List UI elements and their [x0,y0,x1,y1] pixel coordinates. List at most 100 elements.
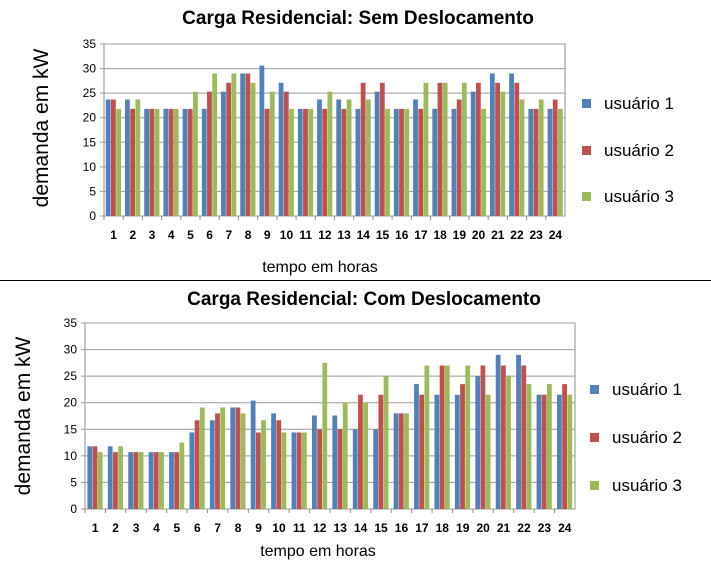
chart2-x-tick-label: 7 [214,521,221,535]
chart2-x-tick-label: 18 [436,521,450,535]
chart1-bar [552,99,558,216]
chart1-bar [533,108,539,216]
chart2-bar [460,384,465,509]
chart2-y-tick-label: 5 [70,475,77,489]
chart2-x-tick-label: 12 [313,521,327,535]
chart2-legend-swatch [590,385,599,394]
chart2-bar [322,362,328,509]
chart1-bar [379,82,385,216]
chart2-x-tick-label: 8 [235,521,242,535]
chart1-x-tick-label: 12 [318,228,332,242]
chart1-bar [212,73,218,216]
chart1-legend-swatch [582,192,591,201]
chart2-bar [567,394,573,509]
chart2-y-tick-label: 25 [64,369,78,383]
chart1-bar [135,99,141,216]
chart-sem-deslocamento: Carga Residencial: Sem Deslocamento 0 5 10 1… [30,8,674,276]
chart1-bar [355,108,361,216]
chart2-bar [342,402,348,509]
chart1-x-tick-label: 18 [433,228,447,242]
chart2-bar [113,452,118,509]
chart2-x-tick-label: 11 [293,521,306,535]
chart1-bar [168,108,174,216]
chart1-x-tick-label: 9 [264,228,271,242]
chart2-bar [148,452,154,509]
chart2-bar [373,429,379,509]
chart2-bar [118,446,124,509]
chart2-bar [393,413,399,509]
chart1-plot-area [103,43,566,217]
chart2-bar [189,432,195,509]
chart1-x-tick-label: 11 [299,228,312,242]
chart2-x-tick-label: 6 [194,521,201,535]
chart2-bar [159,452,164,509]
chart1-x-tick-label: 16 [395,228,409,242]
chart1-bar [393,108,399,216]
chart2-x-tick-label: 15 [374,521,388,535]
chart1-bar [461,82,467,216]
chart1-bar [489,73,495,216]
chart1-bar [105,99,111,216]
chart2-x-tick-label: 2 [112,521,119,535]
chart2-bar [521,365,527,509]
chart1-bar [360,82,366,216]
chart2-x-tick-label: 5 [174,521,181,535]
chart2-bar [153,452,159,509]
chart1-y-tick-label: 30 [83,62,97,76]
chart1-bar [500,91,506,216]
chart2-x-axis-label: tempo em horas [260,543,376,560]
chart1-bar [432,108,438,216]
chart2-legend-swatch [590,481,599,490]
chart2-bar [301,432,307,509]
chart1-bar [519,99,525,216]
chart2-bar [332,415,338,509]
chart1-bar [547,108,553,216]
chart2-bar [317,429,322,509]
chart1-x-tick-label: 7 [226,228,233,242]
chart2-y-tick-label: 15 [64,422,78,436]
chart2-bar [495,354,501,509]
chart2-bar [562,384,567,509]
chart1-bar [418,108,424,216]
chart1-bar [269,91,275,216]
chart1-bar [187,108,193,216]
chart2-bar [138,452,144,509]
chart1-legend-swatch [582,99,591,108]
chart1-bar [308,108,314,216]
chart1-bar [481,108,486,216]
chart1-bar [182,108,188,216]
chart2-bar [383,376,389,509]
chart1-bar [341,108,347,216]
chart1-legend-label: usuário 2 [604,141,674,160]
chart1-x-tick-label: 19 [453,228,467,242]
chart2-x-tick-label: 23 [538,521,552,535]
chart1-bar [336,99,342,216]
chart-divider [0,280,711,281]
chart1-x-tick-label: 6 [206,228,213,242]
chart1-bar [528,108,534,216]
chart2-bar [97,452,103,509]
chart1-bar [245,73,251,216]
chart2-bar [465,365,471,509]
chart2-bar [526,384,532,509]
chart2-bar [363,402,369,509]
chart1-bar [154,108,160,216]
chart-com-deslocamento: Carga Residencial: Com Deslocamento 0 5 10 1… [12,289,682,560]
chart2-x-tick-label: 4 [153,521,160,535]
chart1-x-tick-label: 4 [168,228,175,242]
chart2-x-tick-label: 1 [92,521,99,535]
chart2-bar [261,420,266,509]
chart1-bar [264,108,270,216]
chart1-x-tick-label: 2 [129,228,136,242]
chart1-bar [289,108,294,216]
chart1-bar [456,99,462,216]
chart2-bar [215,413,220,509]
chart1-y-tick-label: 10 [83,160,97,174]
chart2-x-tick-label: 22 [517,521,531,535]
chart1-y-tick-label: 0 [89,209,96,223]
chart1-bar [509,73,514,216]
chart2-bar [404,413,409,509]
chart1-bar [144,108,150,216]
chart2-title: Carga Residencial: Com Deslocamento [187,289,541,310]
chart2-x-tick-label: 13 [334,521,348,535]
